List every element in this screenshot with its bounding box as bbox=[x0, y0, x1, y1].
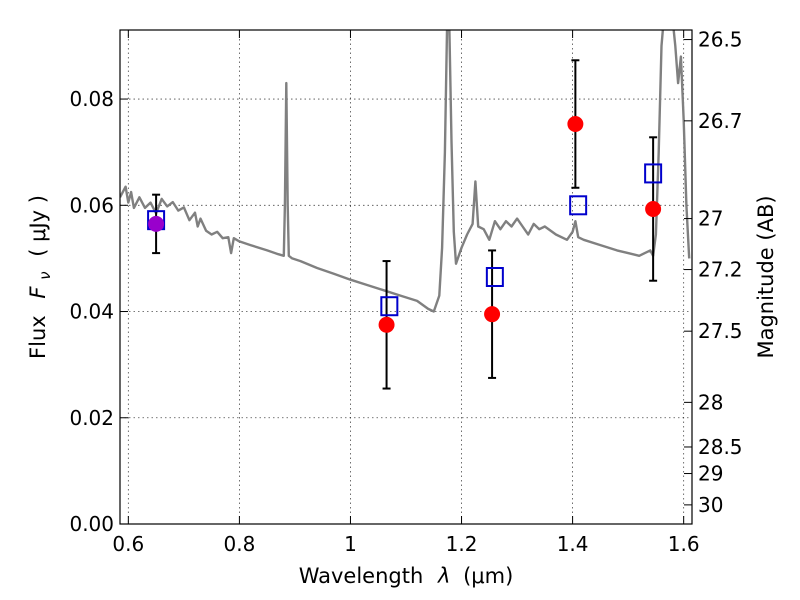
y2-tick-label: 29 bbox=[698, 462, 723, 486]
x-axis-label-symbol: λ bbox=[437, 564, 450, 588]
x-tick-label: 1.2 bbox=[446, 532, 478, 556]
observed-flux-point bbox=[484, 306, 501, 323]
observed-flux-point bbox=[645, 201, 662, 218]
y-axis-label-subscript: ν bbox=[36, 271, 54, 279]
y-tick-label: 0.08 bbox=[69, 87, 114, 111]
y-axis-label-prefix: Flux bbox=[26, 315, 50, 359]
x-tick-label: 0.8 bbox=[223, 532, 255, 556]
observed-flux-point bbox=[378, 316, 395, 333]
observed-flux-point bbox=[567, 116, 584, 133]
model-photometry-square bbox=[644, 163, 663, 184]
x-axis-label-unit: (μm) bbox=[463, 564, 513, 588]
axes-frame bbox=[119, 29, 693, 525]
y-axis-title: Flux F ν ( μJy ) bbox=[26, 195, 55, 359]
x-tick-label: 1.4 bbox=[557, 532, 589, 556]
y-tick-label: 0.04 bbox=[69, 300, 114, 324]
y-tick-label: 0.02 bbox=[69, 406, 114, 430]
x-tick-label: 1.6 bbox=[668, 532, 700, 556]
y-tick-label: 0.00 bbox=[69, 512, 114, 536]
spectrum-layer bbox=[120, 30, 691, 313]
y2-tick-label: 27 bbox=[698, 207, 723, 231]
y2-tick-label: 27.2 bbox=[698, 258, 743, 282]
x-tick-label: 1 bbox=[344, 532, 357, 556]
spectrum-line bbox=[120, 30, 691, 313]
y-axis-label-symbol: F bbox=[26, 286, 50, 299]
y-tick-label: 0.06 bbox=[69, 193, 114, 217]
y2-tick-label: 28 bbox=[698, 390, 723, 414]
observed-flux-point bbox=[148, 215, 165, 232]
model-photometry-square bbox=[380, 296, 399, 317]
y2-axis-title: Magnitude (AB) bbox=[754, 195, 778, 358]
y-axis-label-unit: ( μJy ) bbox=[26, 195, 50, 257]
model-photometry-square bbox=[485, 267, 504, 287]
x-axis-title: Wavelength λ (μm) bbox=[299, 564, 514, 588]
axis-ticks: 0.6 0.8 1 1.2 1.4 1.6 0.00 0.02 0.04 0.06 0.08 26.5… bbox=[69, 28, 742, 556]
y2-tick-label: 26.7 bbox=[698, 109, 743, 133]
y2-tick-label: 26.5 bbox=[698, 28, 743, 52]
model-photometry-square bbox=[569, 195, 588, 216]
y2-tick-label: 27.5 bbox=[698, 319, 743, 343]
x-tick-label: 0.6 bbox=[112, 532, 144, 556]
marker-layer bbox=[147, 59, 663, 390]
y2-tick-label: 28.5 bbox=[698, 435, 743, 459]
x-axis-label-prefix: Wavelength bbox=[299, 564, 424, 588]
y2-tick-label: 30 bbox=[698, 493, 723, 517]
